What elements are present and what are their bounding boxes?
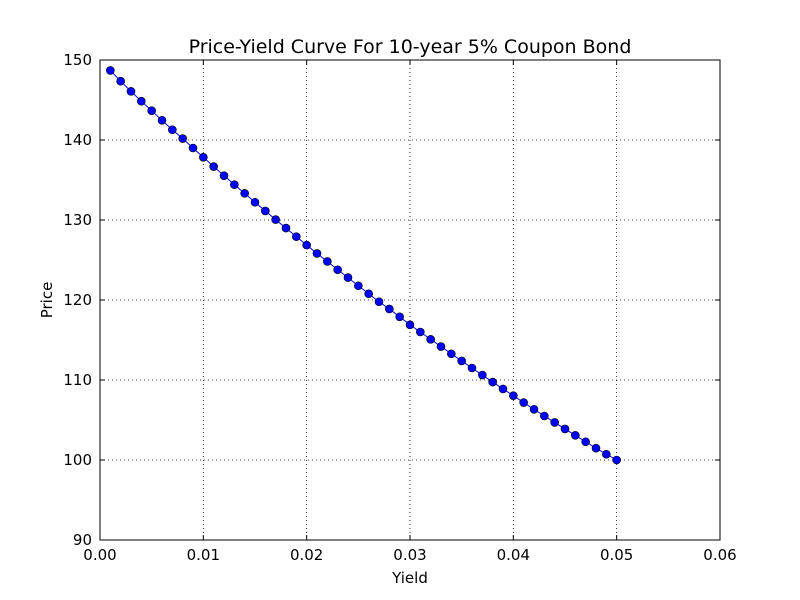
data-point — [157, 116, 167, 125]
data-point — [436, 342, 446, 351]
data-point — [178, 134, 187, 143]
data-point — [540, 411, 549, 421]
y-tick-label: 90 — [73, 531, 92, 549]
plot-frame — [99, 59, 721, 541]
data-point — [581, 437, 590, 447]
data-point — [612, 455, 621, 465]
y-tick-label: 120 — [63, 291, 92, 309]
data-point — [333, 265, 342, 275]
x-tick-label: 0.02 — [290, 546, 323, 564]
data-point — [519, 398, 528, 407]
data-point — [467, 363, 477, 373]
data-point — [591, 443, 601, 453]
data-point — [529, 404, 539, 414]
data-point — [147, 106, 156, 116]
data-point — [385, 304, 394, 314]
data-point — [209, 162, 218, 171]
data-point — [509, 391, 518, 400]
y-tick-label: 150 — [63, 51, 92, 69]
data-point — [168, 125, 177, 135]
data-point — [219, 171, 229, 180]
data-point — [571, 431, 580, 440]
x-axis-label: Yield — [391, 569, 428, 587]
series-layer — [106, 66, 621, 465]
data-point — [281, 223, 291, 233]
data-point — [395, 312, 404, 322]
y-tick-label: 140 — [63, 131, 92, 149]
y-tick-label: 110 — [63, 371, 92, 389]
data-point — [230, 180, 239, 189]
x-tick-label: 0.03 — [393, 546, 426, 564]
data-point — [364, 289, 373, 299]
data-point — [447, 349, 456, 359]
data-point — [602, 449, 611, 459]
data-point — [302, 240, 311, 250]
data-point — [550, 418, 559, 427]
y-tick-label: 130 — [63, 211, 92, 229]
data-point — [199, 152, 208, 162]
data-point — [137, 96, 146, 106]
data-point — [457, 356, 466, 366]
data-point — [560, 424, 570, 434]
data-point — [354, 281, 363, 291]
data-point — [374, 297, 384, 307]
data-point — [323, 257, 332, 266]
data-point — [126, 87, 136, 96]
chart-title: Price-Yield Curve For 10-year 5% Coupon … — [189, 36, 632, 58]
data-point — [188, 143, 198, 153]
data-point — [312, 249, 322, 258]
data-point — [498, 384, 508, 394]
data-point — [343, 273, 353, 282]
data-point — [478, 370, 487, 380]
data-point — [116, 76, 125, 86]
y-tick-label: 100 — [63, 451, 92, 469]
data-point — [292, 232, 301, 241]
x-tick-label: 0.00 — [83, 546, 116, 564]
data-point — [405, 320, 415, 330]
data-point — [240, 189, 249, 198]
x-tick-label: 0.01 — [187, 546, 220, 564]
series-line — [109, 70, 617, 461]
data-point — [106, 66, 115, 75]
axis-ticks: 0.00 0.01 0.02 0.03 0.04 0.05 0.06 90 100 110 120 1… — [63, 51, 736, 564]
x-tick-label: 0.04 — [497, 546, 530, 564]
y-axis-label: Price — [38, 282, 56, 319]
data-point — [426, 335, 435, 344]
x-tick-label: 0.06 — [703, 546, 736, 564]
data-point — [261, 206, 270, 216]
x-tick-label: 0.05 — [600, 546, 633, 564]
grid-lines — [100, 60, 720, 540]
data-point — [416, 327, 425, 337]
data-point — [271, 215, 280, 224]
data-point — [250, 197, 260, 207]
data-point — [488, 377, 497, 387]
